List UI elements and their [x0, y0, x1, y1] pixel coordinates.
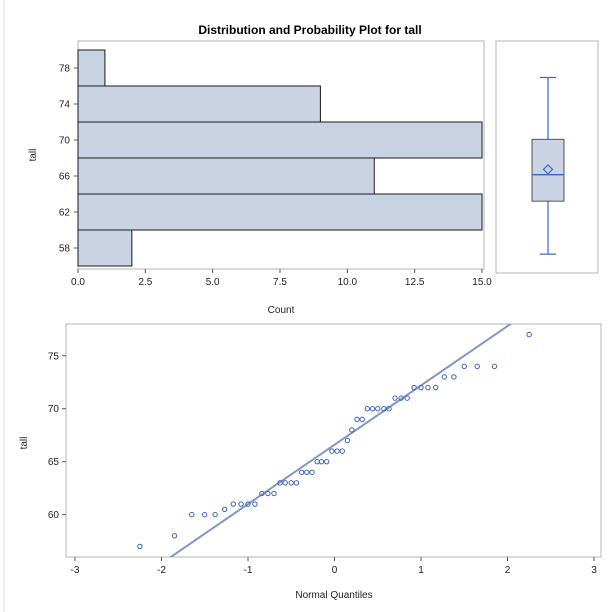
qq-point [461, 363, 467, 370]
mean-marker [542, 164, 554, 175]
x-tick-label: -2 [157, 565, 166, 576]
qq-point [324, 458, 330, 465]
qq-point [304, 469, 310, 475]
qq-point [334, 448, 340, 454]
qq-point [282, 480, 288, 486]
x-tick-label: 15.0 [472, 277, 492, 288]
x-tick-label: 0.0 [71, 277, 85, 288]
x-tick-label: 7.5 [273, 277, 287, 288]
y-tick-label: 74 [59, 100, 71, 111]
qq-point [344, 437, 351, 444]
y-tick-label: 70 [48, 404, 60, 415]
boxplot-panel [495, 40, 599, 274]
histogram-bar [77, 85, 321, 123]
qq-point [381, 406, 387, 412]
qq-point [359, 416, 365, 423]
qq-frame [65, 323, 602, 558]
y-tick-label: 75 [48, 351, 60, 362]
qq-point [354, 416, 360, 423]
y-axis-label: tall [19, 437, 30, 450]
x-tick-label: -3 [71, 565, 80, 576]
qq-point [375, 406, 381, 412]
qq-plot-panel: -3 -2 -1 0 1 2 3 75 70 65 60 Normal Quantiles tall [19, 323, 602, 601]
y-axis-label: tall [28, 149, 39, 162]
qq-point [245, 501, 251, 507]
qq-point [411, 384, 417, 391]
qq-point [271, 490, 277, 497]
qq-point [364, 406, 371, 412]
qq-point [329, 448, 335, 454]
y-tick-label: 70 [59, 136, 71, 147]
x-tick-label: 0 [332, 565, 338, 576]
histogram-panel: 78 74 70 66 62 58 0.0 2.5 5.0 7.5 10.0 12.5 15.0 Coun… [28, 40, 492, 316]
qq-point [386, 406, 392, 412]
histogram-bar [77, 193, 483, 231]
qq-point [526, 331, 532, 338]
histogram-bar [77, 121, 483, 159]
x-tick-label: 5.0 [206, 277, 220, 288]
qq-point [298, 469, 305, 475]
x-tick-label: 1 [418, 565, 424, 576]
qq-point [189, 511, 195, 518]
qq-point [277, 480, 283, 486]
qq-point [339, 448, 345, 454]
qq-point [137, 543, 143, 550]
histogram-bar [77, 157, 375, 195]
x-tick-label: 3 [591, 565, 597, 576]
qq-point [230, 501, 236, 507]
qq-point [418, 384, 424, 391]
x-tick-label: 10.0 [338, 277, 358, 288]
x-tick-label: 2.5 [138, 277, 152, 288]
qq-point [265, 490, 271, 497]
x-tick-label: 2 [505, 565, 511, 576]
qq-point [212, 511, 218, 518]
boxplot-frame [495, 40, 599, 274]
qq-point [451, 374, 457, 380]
y-tick-label: 58 [59, 244, 71, 255]
histogram-bar [77, 229, 133, 267]
qq-point [293, 480, 300, 486]
qq-point [404, 395, 410, 401]
y-tick-label: 78 [59, 64, 71, 75]
figure-title: Distribution and Probability Plot for ta… [198, 23, 421, 37]
qq-point [288, 480, 294, 486]
qq-point [171, 533, 178, 539]
x-axis-label: Normal Quantiles [295, 590, 372, 601]
y-tick-label: 66 [59, 172, 71, 183]
qq-point [398, 395, 404, 401]
qq-point [474, 363, 480, 370]
qq-point [433, 384, 439, 391]
qq-point [425, 384, 431, 391]
qq-point [349, 427, 355, 433]
x-tick-label: -1 [244, 565, 253, 576]
histogram-bar [77, 49, 106, 87]
qq-point [309, 469, 315, 475]
qq-point [259, 490, 265, 497]
x-axis-label: Count [268, 305, 295, 316]
qq-point [441, 374, 448, 380]
qq-point [491, 363, 498, 370]
qq-point [252, 501, 258, 507]
y-tick-label: 60 [48, 510, 60, 521]
reference-line [168, 324, 513, 557]
box-iqr [531, 138, 565, 202]
x-tick-label: 12.5 [405, 277, 425, 288]
y-tick-label: 65 [48, 457, 60, 468]
qq-point [318, 458, 325, 465]
qq-point [369, 406, 376, 412]
qq-point [238, 501, 244, 507]
qq-point [221, 506, 228, 513]
y-tick-label: 62 [59, 208, 71, 219]
qq-point [202, 511, 208, 518]
qq-point [392, 395, 398, 401]
